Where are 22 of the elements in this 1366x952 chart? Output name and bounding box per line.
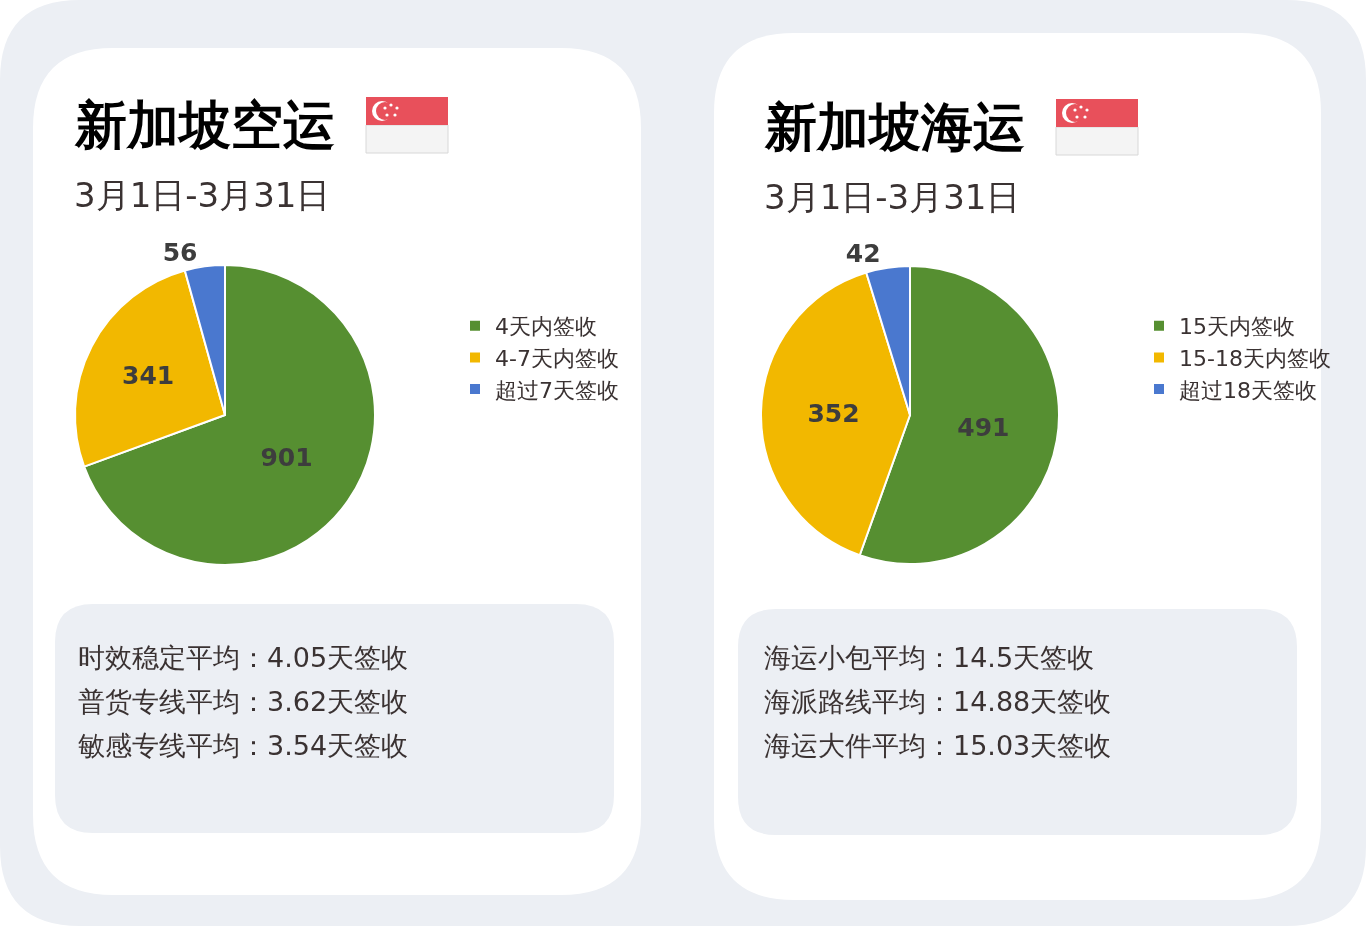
legend-label: 15-18天内签收 [1179,345,1331,371]
legend-label: 4天内签收 [495,314,597,340]
text: 海派路线平均：14.88天签收 [764,686,1112,717]
chart-title: 新加坡空运 [74,95,335,155]
data-label: 901 [260,443,313,473]
data-label: 491 [957,413,1010,443]
legend-label: 4-7天内签收 [495,345,619,371]
legend-label: 超过7天签收 [495,377,619,403]
chart-title: 新加坡海运 [764,97,1025,157]
text: 普货专线平均：3.62天签收 [78,686,409,717]
text: 海运大件平均：15.03天签收 [764,730,1112,761]
text: 敏感专线平均：3.54天签收 [78,730,409,761]
legend-label: 15天内签收 [1179,314,1295,340]
text: 海运小包平均：14.5天签收 [764,642,1095,673]
chart-subtitle: 3月1日-3月31日 [764,177,1021,217]
legend-label: 超过18天签收 [1179,377,1317,403]
data-label: 341 [121,361,175,390]
text: 时效稳定平均：4.05天签收 [78,642,409,673]
data-label: 352 [807,398,860,428]
chart-subtitle: 3月1日-3月31日 [74,175,331,215]
data-label: 42 [845,238,881,268]
data-label: 56 [162,237,198,267]
